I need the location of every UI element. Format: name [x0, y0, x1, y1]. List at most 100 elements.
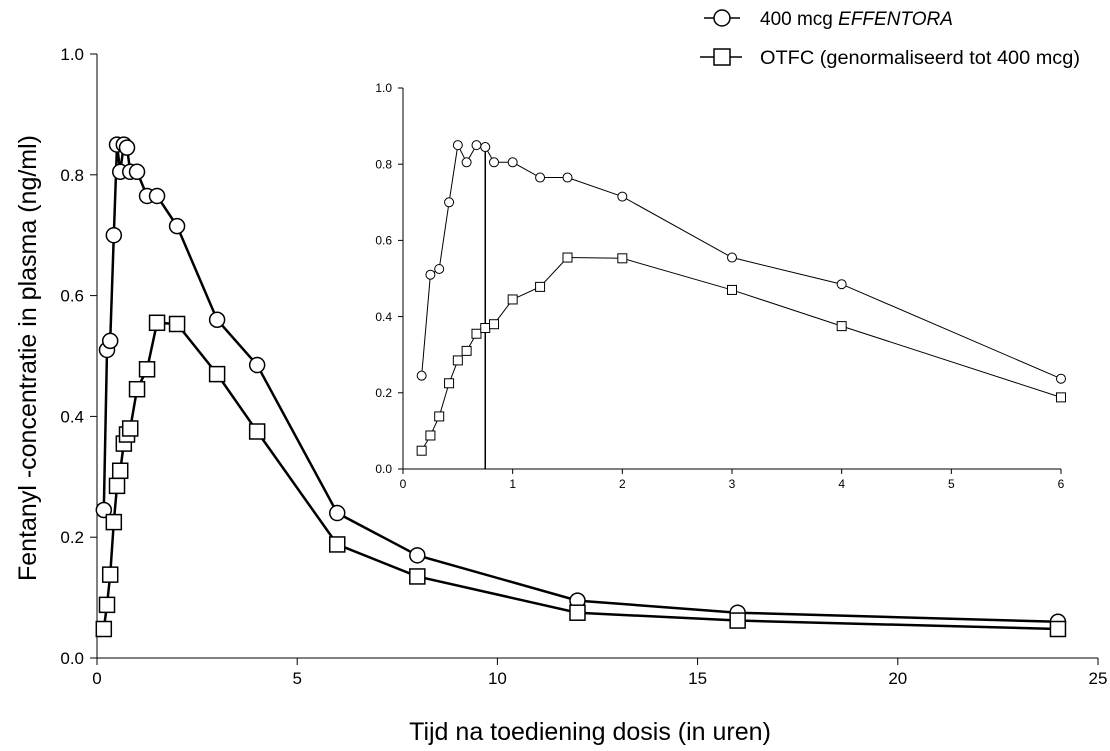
legend-effentora-prefix: 400 mcg	[760, 9, 838, 30]
main-otfc-point	[98, 596, 116, 614]
inset-effentora-point	[471, 140, 482, 151]
main-otfc-point	[138, 361, 156, 378]
main-otfc-point	[128, 380, 146, 398]
main-otfc-line	[102, 321, 1058, 631]
inset-otfc-point	[471, 328, 482, 339]
inset-otfc-point	[727, 284, 737, 295]
inset-effentora-point	[461, 157, 472, 168]
main-x-tick-label: 20	[888, 669, 907, 688]
inset-otfc-point	[836, 321, 847, 332]
main-effentora-point	[95, 501, 113, 519]
inset-x-tick-label: 2	[619, 477, 626, 491]
inset-otfc-point	[434, 411, 445, 422]
main-otfc-point	[148, 314, 166, 332]
inset-x-tick-label: 6	[1058, 477, 1065, 491]
x-axis-title: Tijd na toediening dosis (in uren)	[409, 718, 771, 746]
main-y-tick-label: 0.6	[60, 287, 84, 306]
inset-y-tick-label: 0.2	[375, 386, 392, 400]
main-effentora-point	[208, 311, 226, 329]
inset-y-tick-label: 0.4	[375, 310, 392, 324]
inset-otfc-point	[425, 430, 436, 441]
inset-otfc-point	[507, 294, 518, 305]
main-otfc-point	[108, 477, 126, 495]
main-otfc-point	[569, 604, 586, 621]
inset-otfc-point	[1056, 392, 1066, 403]
inset-effentora-point	[562, 172, 573, 183]
main-otfc-point	[729, 612, 746, 629]
inset-otfc-point	[535, 281, 546, 292]
inset-effentora-point	[507, 157, 518, 168]
inset-otfc-point	[461, 345, 472, 356]
main-otfc-point	[101, 566, 119, 583]
main-x-tick-label: 15	[688, 669, 707, 688]
inset-effentora-point	[452, 140, 463, 151]
legend-otfc-label: OTFC (genormaliseerd tot 400 mcg)	[760, 48, 1080, 69]
main-effentora-line	[102, 142, 1058, 624]
main-effentora-point	[101, 332, 119, 350]
main-x-tick-label: 10	[488, 669, 507, 688]
inset-effentora-point	[480, 142, 491, 153]
inset-otfc-point	[444, 378, 455, 389]
inset-effentora-point	[1056, 373, 1066, 384]
main-y-tick-label: 0.8	[60, 166, 84, 185]
inset-otfc-point	[489, 319, 500, 330]
main-effentora-point	[248, 356, 266, 374]
legend-otfc-marker	[713, 48, 731, 66]
inset-y-tick-label: 1.0	[375, 81, 392, 95]
main-x-tick-label: 5	[292, 669, 301, 688]
main-otfc-point	[1049, 620, 1067, 638]
main-effentora-point	[409, 547, 426, 564]
inset-otfc-point	[416, 445, 427, 456]
legend-effentora-label: 400 mcg EFFENTORA	[760, 9, 953, 30]
legend-effentora-brand: EFFENTORA	[838, 9, 953, 30]
inset-x-tick-label: 1	[509, 477, 516, 491]
inset-otfc-point	[562, 252, 573, 263]
main-otfc-point	[111, 462, 129, 480]
inset-x-tick-label: 0	[400, 477, 407, 491]
inset-effentora-point	[425, 269, 436, 280]
main-y-tick-label: 0.0	[60, 649, 84, 668]
inset-effentora-point	[489, 157, 500, 168]
main-y-tick-label: 0.4	[60, 407, 84, 426]
main-otfc-point	[248, 423, 266, 440]
main-otfc-point	[121, 420, 139, 437]
inset-effentora-point	[434, 263, 445, 274]
inset-y-tick-label: 0.6	[375, 234, 392, 248]
legend-effentora-marker	[713, 9, 731, 27]
main-effentora-point	[168, 217, 186, 235]
legend: 400 mcg EFFENTORA OTFC (genormaliseerd to…	[700, 9, 1080, 69]
main-effentora-point	[128, 163, 146, 181]
main-effentora-point	[328, 504, 346, 522]
main-otfc-point	[409, 568, 426, 585]
inset-effentora-point	[836, 279, 847, 290]
inset-x-tick-label: 3	[729, 477, 736, 491]
inset-y-tick-label: 0.0	[375, 462, 392, 476]
inset-otfc-point	[452, 355, 463, 366]
y-axis-title: Fentanyl -concentratie in plasma (ng/ml)	[14, 135, 42, 581]
inset-otfc-point	[617, 253, 628, 264]
main-plot: 0.00.20.40.60.81.00 5 10 15 20 25	[60, 45, 1107, 688]
inset-otfc-point	[480, 323, 491, 334]
inset-otfc-line	[421, 257, 1062, 451]
inset-effentora-point	[416, 370, 427, 381]
inset-effentora-point	[617, 191, 628, 202]
main-otfc-point	[168, 315, 186, 333]
inset-x-tick-label: 5	[948, 477, 955, 491]
inset-effentora-point	[444, 197, 455, 208]
main-x-tick-label: 0	[92, 669, 101, 688]
main-effentora-point	[118, 139, 136, 156]
main-effentora-point	[105, 226, 123, 244]
main-otfc-point	[95, 620, 113, 638]
main-y-tick-label: 1.0	[60, 45, 84, 64]
main-x-tick-label: 25	[1089, 669, 1108, 688]
main-effentora-point	[148, 187, 166, 205]
inset-plot: 0.0 0.2 0.4 0.6 0.8 1.0 0 1 2 3 4 5 6	[375, 81, 1066, 491]
inset-effentora-point	[727, 252, 737, 263]
main-otfc-point	[328, 536, 346, 553]
main-otfc-point	[105, 513, 123, 531]
inset-x-tick-label: 4	[838, 477, 845, 491]
inset-y-tick-label: 0.8	[375, 157, 392, 171]
inset-effentora-point	[535, 172, 546, 183]
main-otfc-point	[208, 365, 226, 383]
